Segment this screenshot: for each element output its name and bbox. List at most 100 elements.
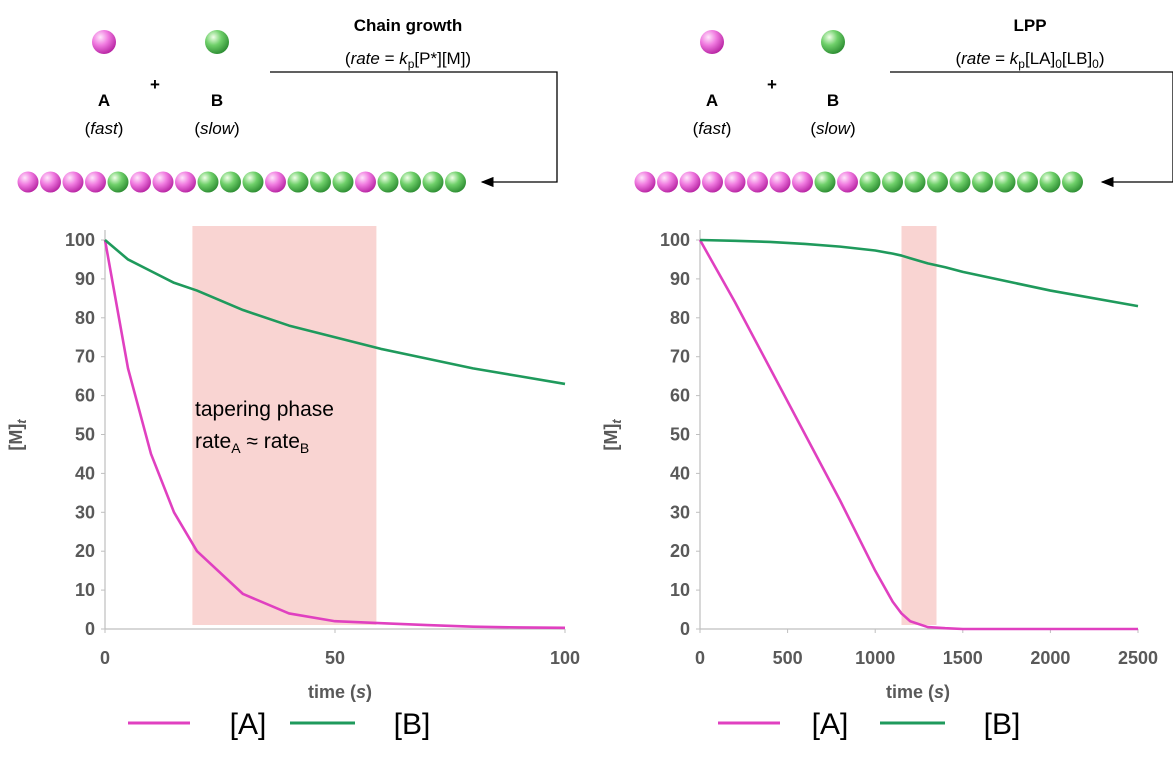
- bead: [635, 172, 656, 193]
- y-tick-label: 40: [75, 463, 95, 483]
- plus: +: [767, 75, 777, 94]
- legend-label: [A]: [230, 708, 267, 741]
- arrow: [270, 72, 557, 182]
- monomer-note: (slow): [810, 119, 855, 138]
- bead: [680, 172, 701, 193]
- figure: A (fast) + B (slow) Chain growth (rate =…: [0, 0, 1173, 767]
- y-tick-label: 100: [65, 230, 95, 250]
- plus: +: [150, 75, 160, 94]
- x-tick-label: 0: [695, 648, 705, 668]
- monomer-note: (fast): [693, 119, 732, 138]
- bead: [882, 172, 903, 193]
- x-label-part: time (: [308, 682, 356, 702]
- rate-formula: (rate = kp[P*][M]): [345, 49, 471, 71]
- bead: [175, 172, 196, 193]
- legend-label: [B]: [394, 708, 431, 741]
- y-tick-label: 90: [75, 269, 95, 289]
- x-label-part: s: [356, 682, 366, 702]
- monomer-b-sphere: [205, 30, 229, 54]
- x-tick-label: 2500: [1118, 648, 1158, 668]
- arrow: [890, 72, 1173, 182]
- bead: [1040, 172, 1061, 193]
- bead: [130, 172, 151, 193]
- y-tick-label: 60: [670, 386, 690, 406]
- y-tick-label: 10: [670, 580, 690, 600]
- bead: [63, 172, 84, 193]
- legend-label: [A]: [812, 708, 849, 741]
- bead: [40, 172, 61, 193]
- bead: [905, 172, 926, 193]
- y-tick-label: 30: [75, 502, 95, 522]
- note: fast: [90, 119, 119, 138]
- bead: [792, 172, 813, 193]
- formula-part: =: [990, 49, 1009, 68]
- bead: [1017, 172, 1038, 193]
- scheme-right: A (fast) + B (slow) LPP (rate = kp[LA]0[…: [693, 16, 1173, 182]
- formula-part: rate: [351, 49, 380, 68]
- bead: [153, 172, 174, 193]
- y-axis-label: [M]t: [6, 419, 29, 451]
- bead: [85, 172, 106, 193]
- x-label-part: ): [944, 682, 950, 702]
- paren: ): [850, 119, 856, 138]
- x-label-part: ): [366, 682, 372, 702]
- x-tick-label: 50: [325, 648, 345, 668]
- bead: [972, 172, 993, 193]
- monomer-label: A: [706, 91, 718, 110]
- y-tick-label: 20: [670, 541, 690, 561]
- x-tick-label: 2000: [1030, 648, 1070, 668]
- x-tick-label: 1000: [855, 648, 895, 668]
- formula-part: [LB]: [1062, 49, 1092, 68]
- formula-part: [P*][M]): [414, 49, 471, 68]
- bead: [770, 172, 791, 193]
- y-tick-label: 100: [660, 230, 690, 250]
- formula-part: ): [1099, 49, 1105, 68]
- monomer-a-sphere: [700, 30, 724, 54]
- x-tick-label: 0: [100, 648, 110, 668]
- y-tick-label: 80: [670, 308, 690, 328]
- formula-part: =: [380, 49, 399, 68]
- y-tick-label: 40: [670, 463, 690, 483]
- bead: [1062, 172, 1083, 193]
- shaded-region: [901, 226, 936, 625]
- bead: [198, 172, 219, 193]
- bead: [18, 172, 39, 193]
- y-label-sub: t: [609, 419, 624, 424]
- paren: ): [726, 119, 732, 138]
- bead: [288, 172, 309, 193]
- bead: [355, 172, 376, 193]
- monomer-note: (slow): [194, 119, 239, 138]
- x-label-part: time (: [886, 682, 934, 702]
- y-label-part: [M]: [601, 424, 621, 451]
- paren: ): [118, 119, 124, 138]
- legend-label: [B]: [984, 708, 1021, 741]
- y-tick-label: 60: [75, 386, 95, 406]
- annotation-part: rate: [195, 430, 231, 453]
- chart-title: Chain growth: [354, 16, 463, 35]
- monomer-b-sphere: [821, 30, 845, 54]
- scheme-left: A (fast) + B (slow) Chain growth (rate =…: [85, 16, 557, 182]
- y-tick-label: 10: [75, 580, 95, 600]
- y-label-sub: t: [14, 419, 29, 424]
- x-tick-label: 1500: [943, 648, 983, 668]
- note: slow: [816, 119, 852, 138]
- y-tick-label: 70: [75, 347, 95, 367]
- note: slow: [200, 119, 236, 138]
- y-tick-label: 50: [75, 425, 95, 445]
- y-tick-label: 80: [75, 308, 95, 328]
- bead: [445, 172, 466, 193]
- bead: [815, 172, 836, 193]
- bead: [108, 172, 129, 193]
- y-tick-label: 70: [670, 347, 690, 367]
- y-axis-label: [M]t: [601, 419, 624, 451]
- y-label-part: [M]: [6, 424, 26, 451]
- bead: [265, 172, 286, 193]
- rate-formula: (rate = kp[LA]0[LB]0): [955, 49, 1104, 71]
- bead: [747, 172, 768, 193]
- bead: [400, 172, 421, 193]
- bead: [657, 172, 678, 193]
- x-axis-label: time (s): [886, 682, 950, 702]
- note: fast: [698, 119, 727, 138]
- bead: [702, 172, 723, 193]
- x-tick-label: 500: [773, 648, 803, 668]
